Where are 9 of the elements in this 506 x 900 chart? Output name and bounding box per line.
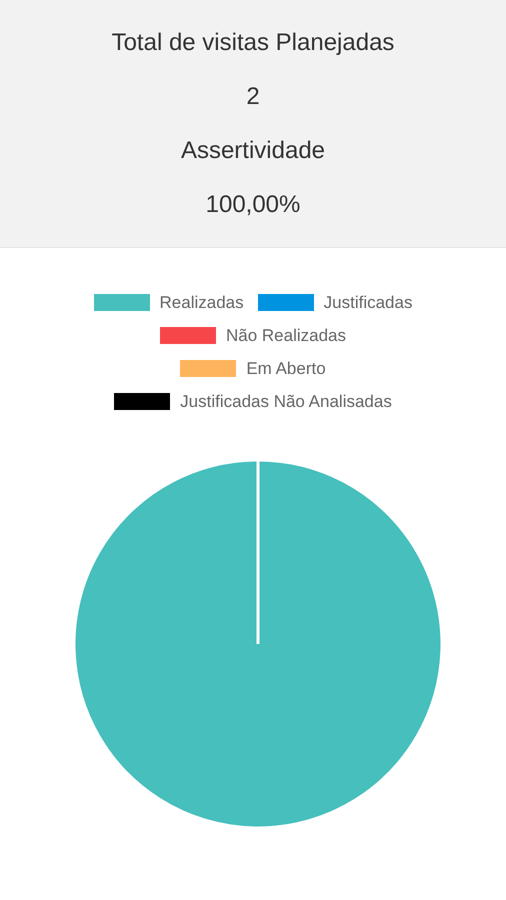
legend-label: Realizadas <box>160 292 244 312</box>
text: Total de visitas Planejadas <box>112 29 394 56</box>
legend-label: Em Aberto <box>246 358 326 378</box>
legend-label: Justificadas Não Analisadas <box>180 392 392 412</box>
legend-label: Não Realizadas <box>226 326 346 346</box>
text: Assertividade <box>180 137 326 164</box>
text: 100,00% <box>206 191 300 218</box>
legend-label: Justificadas <box>324 292 412 312</box>
text: 2 <box>246 83 260 110</box>
